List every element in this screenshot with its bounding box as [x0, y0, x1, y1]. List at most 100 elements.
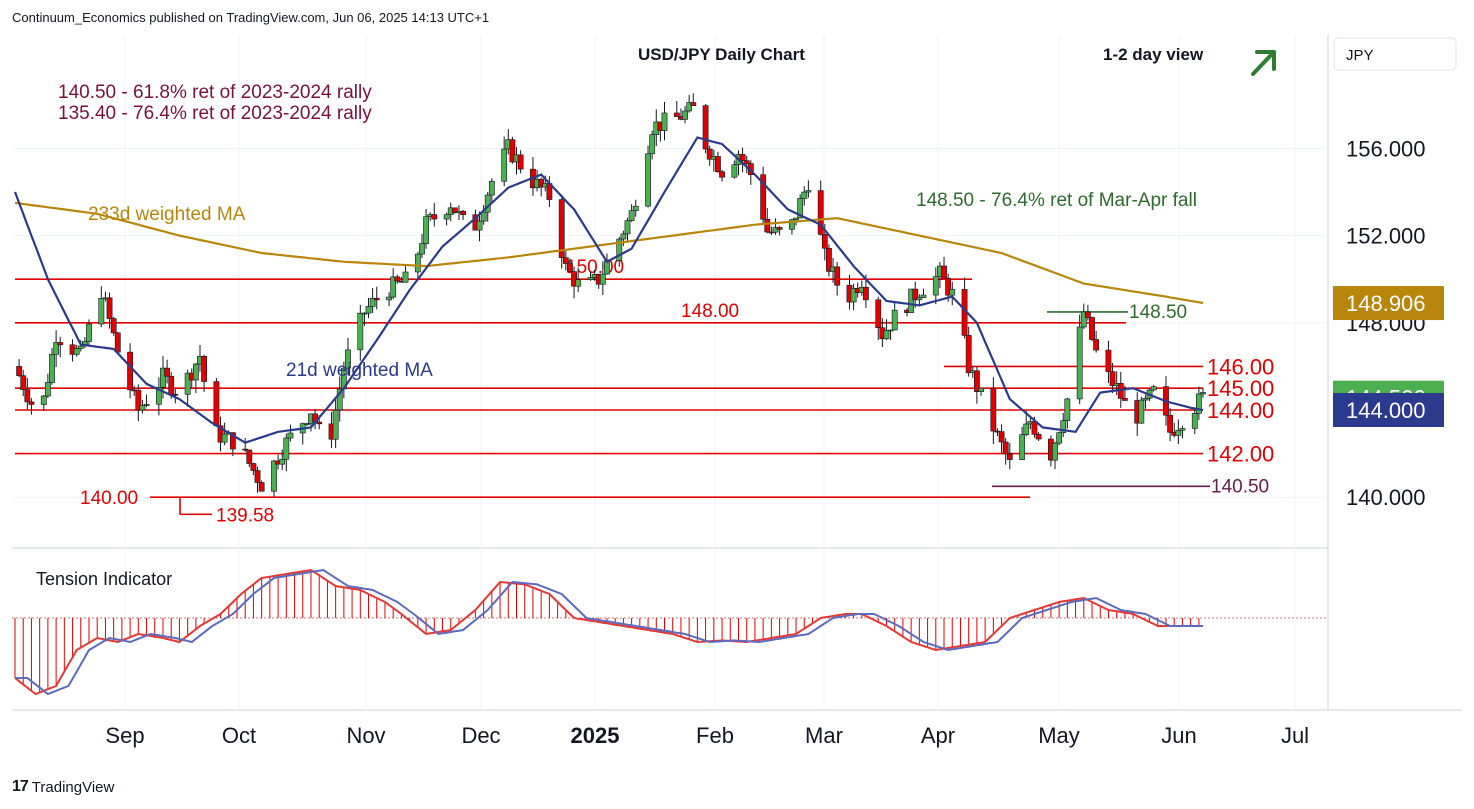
candle-down [817, 190, 824, 235]
month-tick-label: Feb [696, 723, 734, 748]
plot-area[interactable] [12, 35, 1328, 710]
chart-title: USD/JPY Daily Chart [638, 45, 805, 64]
candle-down [24, 389, 31, 403]
candle-up [423, 216, 429, 244]
level-140-label: 140.00 [80, 488, 138, 509]
price-badge-label: 148.906 [1346, 291, 1426, 316]
candle-up [1195, 393, 1202, 414]
candle-up [44, 382, 51, 397]
month-tick-label: Apr [921, 723, 955, 748]
candle-down [690, 102, 697, 106]
candle-up [184, 372, 191, 395]
price-badge-label: 144.000 [1346, 398, 1426, 423]
candle-down [998, 431, 1005, 443]
candle-up [345, 349, 351, 369]
tradingview-logo-icon: 17 [12, 778, 29, 795]
time-axis[interactable]: Sep Oct Nov Dec 2025 Feb Mar Apr May Jun Jul [105, 723, 1309, 748]
price-badge [1333, 286, 1444, 321]
tension-indicator [12, 568, 1328, 696]
candle-up [649, 134, 656, 155]
candle-down [316, 421, 323, 425]
candle-up [488, 180, 495, 196]
candle-down [135, 389, 142, 411]
candle-down [764, 219, 771, 233]
candle-up [908, 288, 915, 313]
candle-down [106, 297, 113, 319]
candle-up [599, 273, 606, 285]
candle-up [850, 288, 857, 303]
candle-up [365, 306, 372, 314]
trend-arrow-icon [1251, 50, 1276, 76]
candle-up [271, 460, 277, 492]
currency-box[interactable] [1333, 37, 1457, 71]
candle-down [16, 366, 23, 376]
tradingview-logo[interactable]: 17 TradingView [12, 778, 114, 796]
candle-up [501, 148, 508, 182]
candle-down [834, 266, 841, 286]
ma21-line [13, 136, 1204, 444]
candle-up [1200, 392, 1206, 395]
candle-up [731, 164, 738, 178]
candle-up [49, 354, 55, 383]
candle-down [164, 367, 170, 377]
candle-down [394, 276, 401, 282]
view-label: 1-2 day view [1103, 45, 1204, 64]
candle-up [287, 432, 294, 439]
candle-up [1191, 413, 1198, 429]
candle-down [246, 449, 253, 464]
candle-down [673, 112, 680, 117]
candle-up [279, 458, 286, 465]
price-tick-label: 156.000 [1346, 136, 1426, 161]
level-139_58-label: 139.58 [216, 505, 274, 526]
candle-up [645, 153, 651, 207]
candle-down [460, 210, 466, 215]
candle-down [168, 375, 175, 395]
candle-down [760, 174, 767, 220]
candle-up [661, 112, 668, 131]
month-tick-label: 2025 [571, 723, 620, 748]
ma233-label: 233d weighted MA [88, 204, 246, 225]
price-tick-label: 152.000 [1346, 224, 1426, 249]
candle-up [1056, 432, 1063, 444]
candle-down [242, 448, 249, 451]
candle-down [562, 257, 569, 264]
candle-up [303, 423, 310, 425]
candle-down [538, 178, 545, 188]
candle-down [719, 171, 725, 178]
candle-down [776, 227, 783, 230]
candle-up [1060, 420, 1067, 433]
candle-up [221, 433, 228, 443]
candle-down [258, 482, 265, 492]
candle-up [402, 271, 409, 283]
price-badge [1333, 393, 1444, 427]
candle-up [891, 309, 898, 331]
candle-up [1179, 428, 1186, 431]
candle-up [1175, 429, 1182, 436]
candle-up [86, 323, 92, 342]
retracement-76-label: 135.40 - 76.4% ret of 2023-2024 rally [58, 103, 372, 124]
moving-averages [13, 136, 1204, 444]
candle-down [1093, 339, 1100, 351]
candle-up [1064, 398, 1071, 421]
month-tick-label: Sep [105, 723, 144, 748]
publisher-text: Continuum_Economics published on Trading… [12, 10, 490, 25]
candle-down [110, 318, 117, 334]
level-144-label: 144.00 [1207, 398, 1274, 423]
candle-down [739, 154, 746, 161]
candle-up [916, 297, 923, 301]
candle-up [949, 289, 956, 296]
candle-up [620, 233, 627, 240]
ma21-label: 21d weighted MA [286, 360, 433, 381]
candle-down [1109, 371, 1116, 386]
candle-up [624, 220, 631, 235]
candle-down [373, 297, 380, 301]
candle-down [863, 286, 869, 301]
candle-down [1089, 317, 1095, 340]
month-tick-label: Dec [461, 723, 500, 748]
candle-up [155, 386, 162, 405]
candle-up [476, 220, 483, 231]
candle-down [567, 263, 573, 272]
candle-up [801, 191, 808, 199]
